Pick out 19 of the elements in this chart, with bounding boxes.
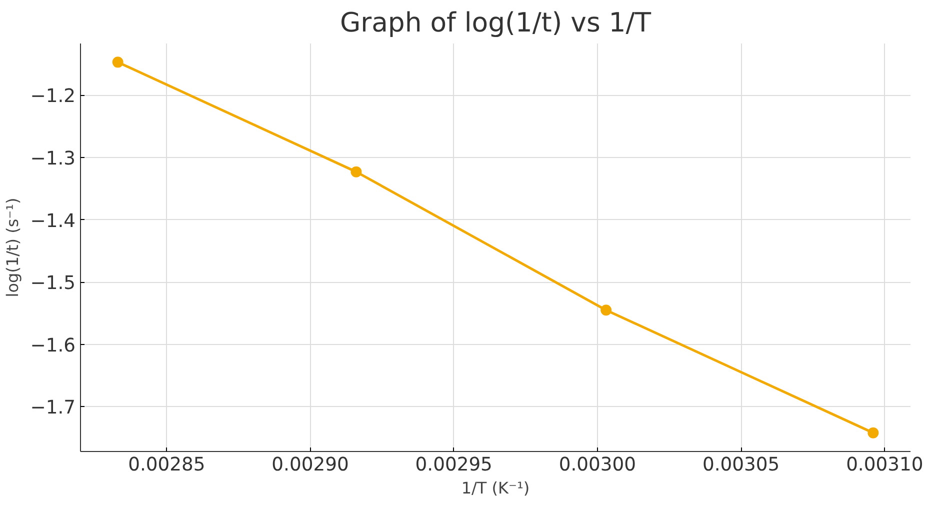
x-tick-label: 0.00310 [846, 454, 924, 476]
x-tick-label: 0.00300 [558, 454, 636, 476]
x-tick-label: 0.00285 [128, 454, 206, 476]
point [112, 56, 124, 68]
y-tick-label: −1.2 [30, 86, 76, 108]
chart-title: Graph of log(1/t) vs 1/T [340, 8, 652, 38]
x-tick-label: 0.00290 [272, 454, 349, 476]
y-tick-label: −1.3 [30, 148, 76, 170]
y-tick-label: −1.7 [30, 398, 76, 419]
point [350, 166, 362, 178]
x-tick-label: 0.00305 [702, 454, 780, 476]
point [600, 304, 612, 316]
y-tick-label: −1.4 [30, 210, 76, 232]
y-axis-title: log(1/t) (s⁻¹) [3, 198, 22, 298]
y-tick-label: −1.5 [30, 273, 76, 294]
x-axis-title: 1/T (K⁻¹) [461, 478, 530, 498]
y-tick-label: −1.6 [30, 335, 76, 356]
x-tick-label: 0.00295 [415, 454, 492, 476]
point [868, 427, 879, 438]
